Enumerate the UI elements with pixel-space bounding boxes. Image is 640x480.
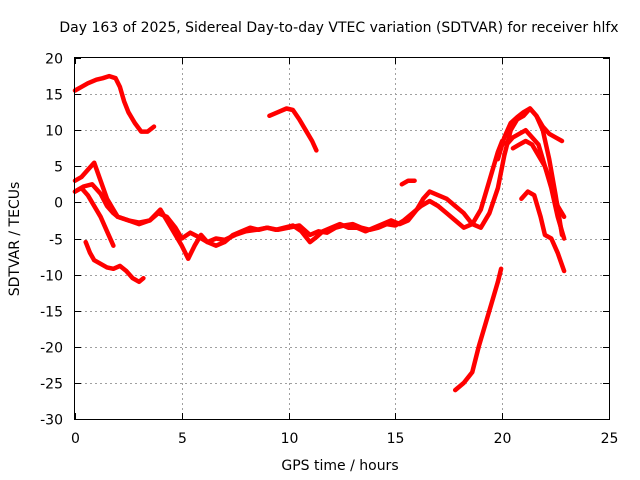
series-arc-3 [72,106,565,261]
series-arc-5 [83,239,146,285]
series-arc-2 [72,127,567,245]
x-tick-label: 25 [601,431,619,447]
y-tick-label: -10 [40,269,63,285]
x-tick-label: 5 [178,431,187,447]
y-axis-label: SDTVAR / TECUs [7,182,23,297]
chart-title: Day 163 of 2025, Sidereal Day-to-day VTE… [59,20,618,36]
x-tick-label: 15 [387,431,405,447]
y-tick-label: -5 [49,233,63,249]
ticks: 0 5 10 15 20 25 20 15 10 5 0 -5 -10 -15 -20 -25 -30 [40,52,618,448]
series-arc-11 [519,189,567,274]
series-arc-10 [510,138,567,241]
x-tick-label: 10 [281,431,299,447]
gridlines [75,58,609,419]
plot-frame [74,57,610,420]
y-tick-label: 20 [45,52,63,68]
y-tick-label: 5 [54,160,63,176]
y-tick-label: 10 [45,124,63,140]
x-axis-label: GPS time / hours [281,458,398,474]
y-tick-label: -20 [40,341,63,357]
series-arc-6 [267,106,319,153]
y-tick-label: 0 [54,196,63,212]
x-tick-label: 20 [494,431,512,447]
data-series [72,73,567,393]
series-arc-8 [452,266,504,393]
series-arc-4 [72,185,116,248]
x-tick-label: 0 [71,431,80,447]
y-tick-label: -30 [40,413,63,429]
y-tick-label: -25 [40,377,63,393]
y-tick-label: -15 [40,305,63,321]
y-tick-label: 15 [45,88,63,104]
series-arc-9 [495,106,565,238]
series-arc-7 [399,178,417,187]
series-arc-1 [72,73,157,134]
